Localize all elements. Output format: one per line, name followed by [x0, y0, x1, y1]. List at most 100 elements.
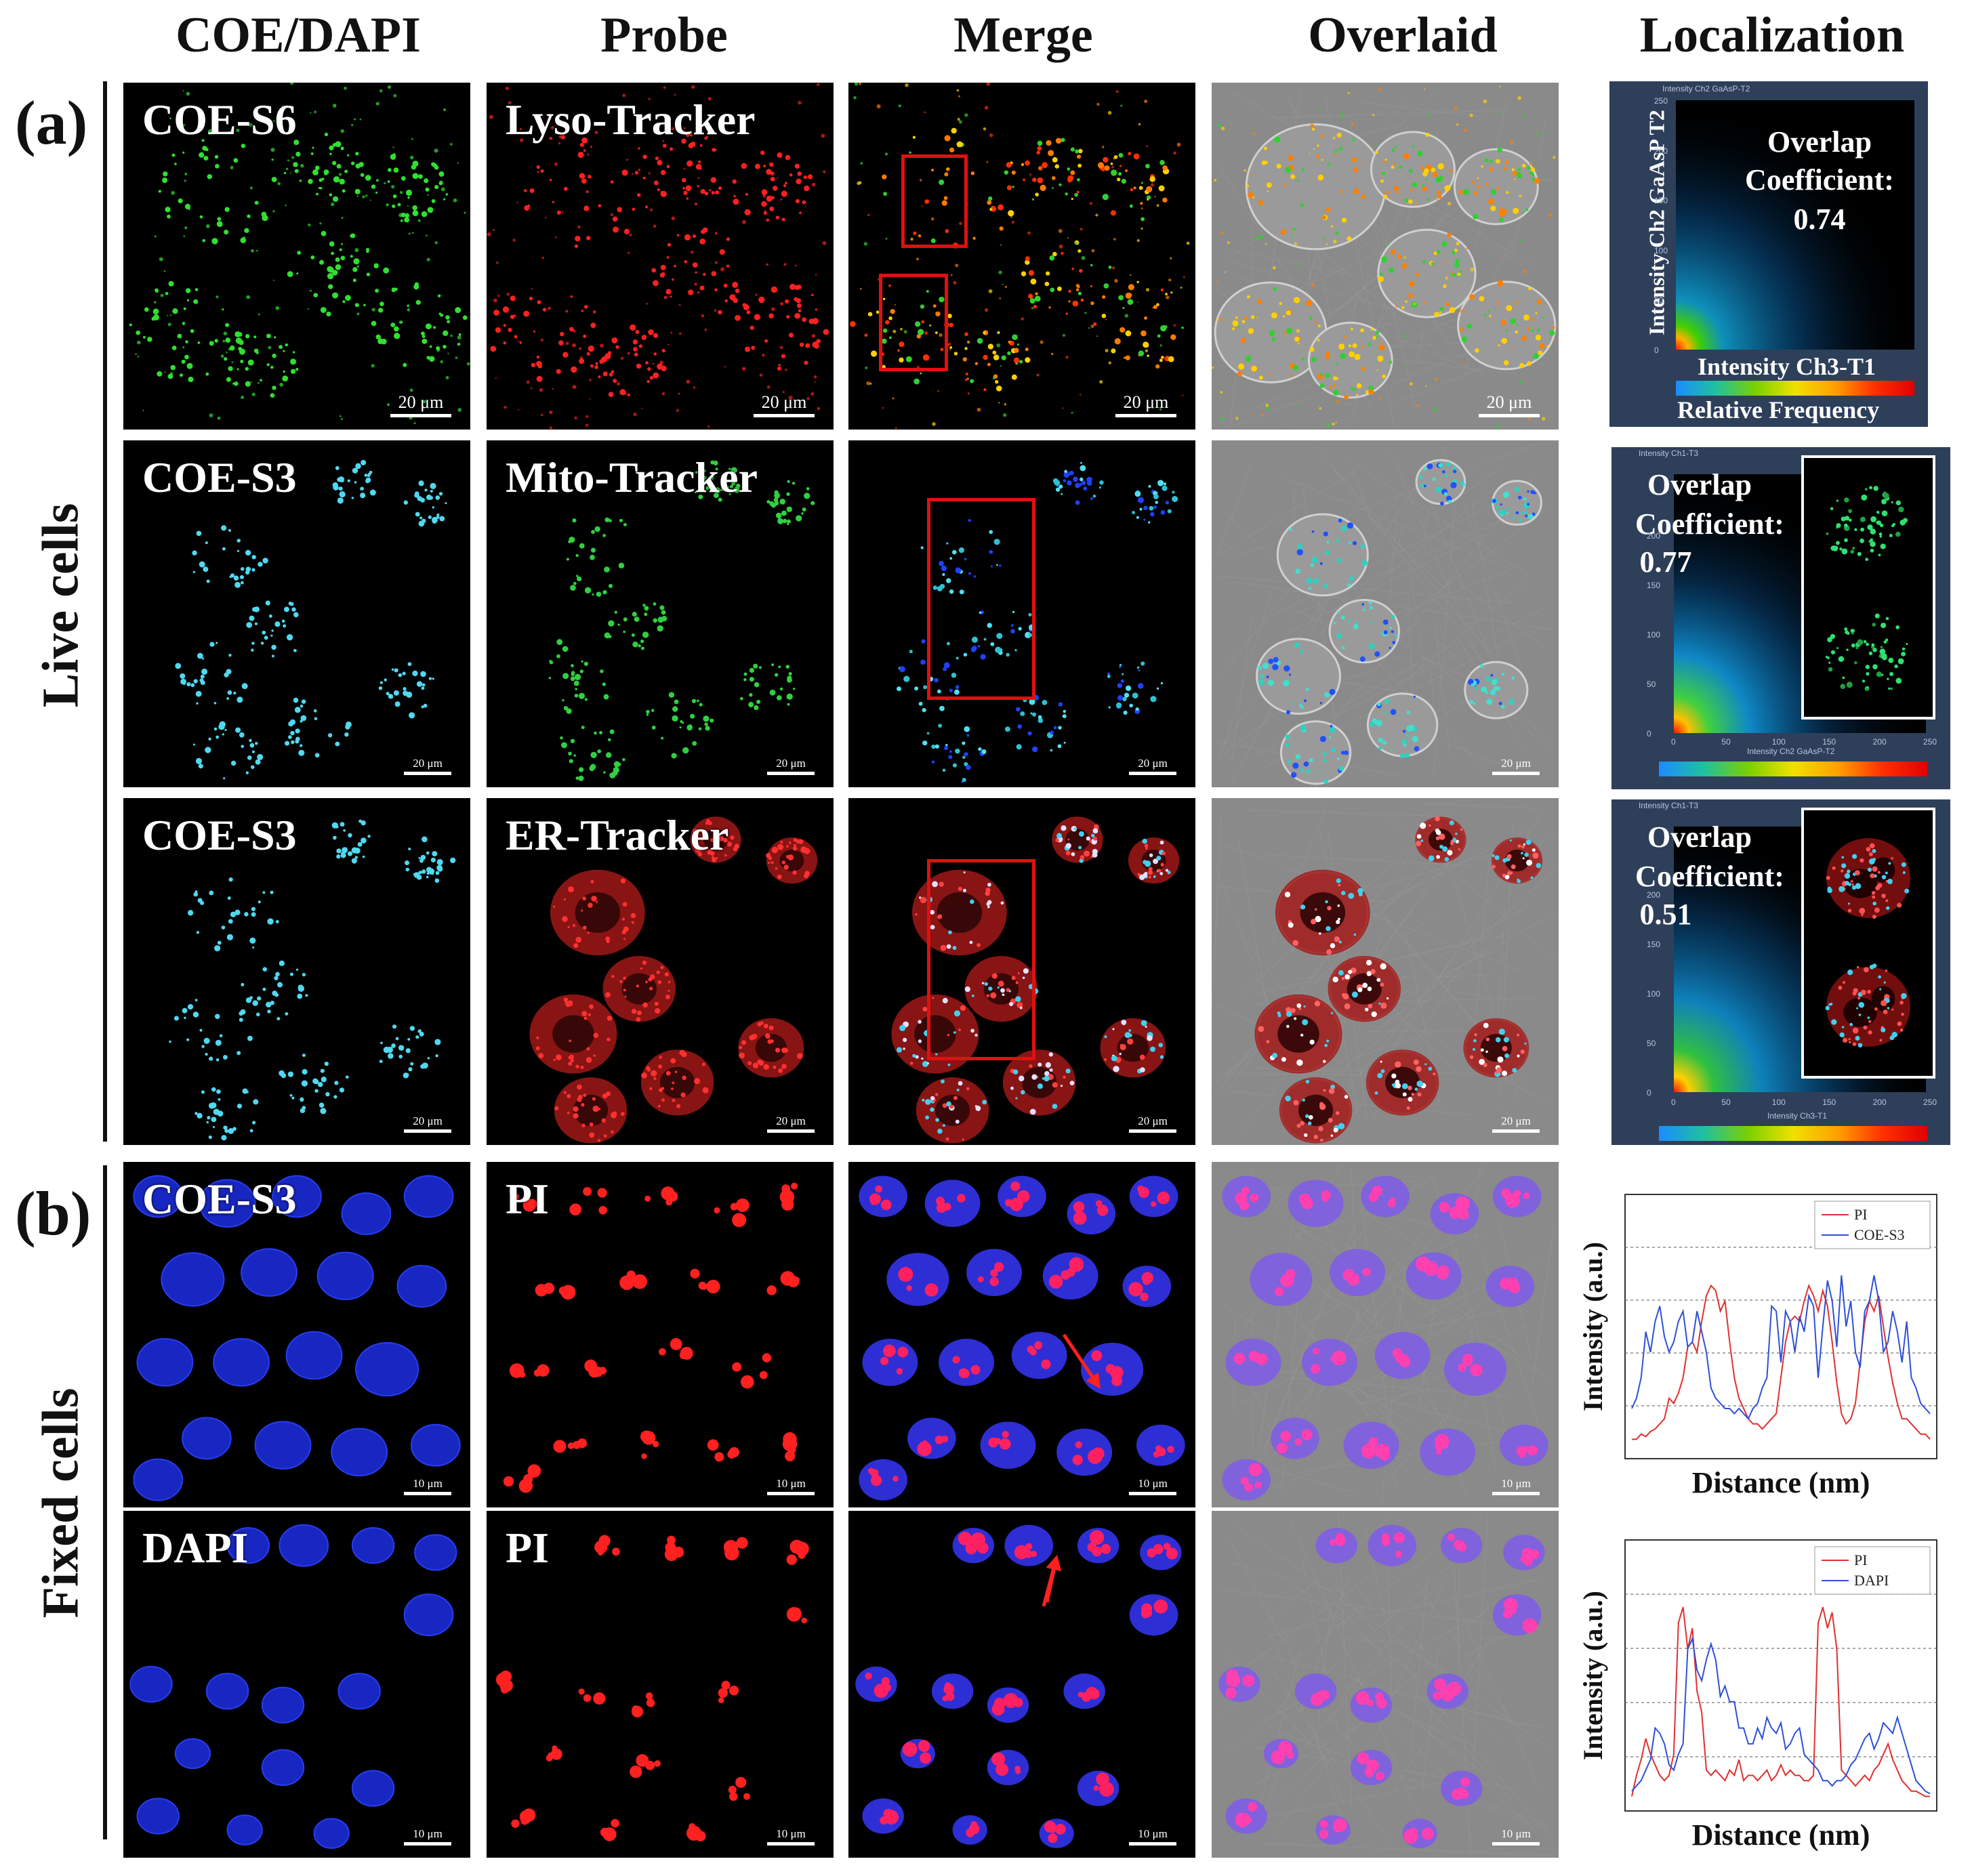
micrograph-panel: 10 μm: [1212, 1511, 1559, 1858]
micrograph-image: [850, 83, 1190, 430]
x-tick-label: 0: [1671, 1098, 1676, 1107]
scale-bar: 20 μm: [1492, 1114, 1540, 1133]
micrograph-panel: COE-S3 10 μm: [123, 1162, 470, 1507]
overlap-label: Coefficient:: [1635, 860, 1784, 893]
panel-label-probe: ER-Tracker: [506, 811, 729, 859]
panel-label-probe: Lyso-Tracker: [506, 96, 756, 144]
micrograph-image: [891, 816, 1180, 1144]
overlap-label: Coefficient:: [1635, 507, 1784, 541]
coloc-top-axis-label: Intensity Ch1-T3: [1639, 801, 1699, 810]
col-header-overlaid: Overlaid: [1308, 7, 1498, 63]
overlap-label: Coefficient:: [1745, 163, 1894, 196]
y-axis-label: Intensity (a.u.): [1578, 1591, 1608, 1760]
overlap-value: 0.74: [1793, 203, 1846, 236]
scale-bar-text: 10 μm: [1501, 1827, 1531, 1840]
panel-label-probe: Mito-Tracker: [506, 453, 758, 501]
x-tick-label: 250: [1923, 1098, 1937, 1107]
micrograph-image: [1212, 1162, 1559, 1507]
x-axis-label: Distance (nm): [1692, 1818, 1870, 1852]
micrograph-image: [175, 459, 447, 780]
coloc-plot-mito: Intensity Ch1-T3 Overlap Coefficient: 0.…: [1611, 447, 1950, 789]
micrograph-panel: ER-Tracker 20 μm: [487, 798, 834, 1145]
micrograph-image: [1212, 798, 1559, 1145]
scale-bar-line: [1492, 1129, 1540, 1133]
scale-bar: 10 μm: [404, 1827, 451, 1846]
scale-bar: 20 μm: [1129, 1114, 1176, 1133]
coloc-scatter-svg: [1676, 100, 1914, 350]
scale-bar-text: 20 μm: [1123, 392, 1169, 412]
scale-bar-line: [754, 414, 815, 417]
scale-bar-line: [1129, 1129, 1176, 1133]
scale-bar-line: [767, 1129, 815, 1133]
region-of-interest-box: [927, 859, 1035, 1060]
micrograph-image: [548, 460, 815, 781]
y-tick-label: 150: [1654, 196, 1668, 206]
micrograph-panel: 20 μm: [848, 798, 1195, 1145]
x-tick-label: 50: [1721, 1098, 1731, 1107]
scale-bar: 20 μm: [390, 392, 451, 417]
relative-frequency-label: Relative Frequency: [1677, 396, 1880, 423]
x-tick-label: 50: [1721, 737, 1731, 747]
scale-bar-text: 10 μm: [1138, 1827, 1168, 1840]
scale-bar-line: [404, 1492, 451, 1495]
scale-bar-text: 20 μm: [1138, 1114, 1168, 1127]
micrograph-panel: COE-S3 20 μm: [123, 798, 470, 1145]
scale-bar: 20 μm: [767, 757, 815, 775]
legend-label: PI: [1854, 1551, 1868, 1568]
x-tick-label: 150: [1822, 737, 1836, 747]
micrograph-panel: COE-S3 20 μm: [123, 440, 470, 787]
micrograph-panel: PI 10 μm: [487, 1511, 834, 1858]
coloc-scatter-area: [1676, 100, 1914, 350]
scale-bar-line: [767, 1842, 815, 1846]
line-profile-plot-1: PI COE-S3 Distance (nm) Intensity (a.u.): [1571, 1182, 1950, 1507]
micrograph-image: [1212, 440, 1559, 787]
micrograph-image: [1212, 1511, 1559, 1858]
micrograph-image: [129, 83, 470, 425]
y-tick-label: 200: [1647, 531, 1661, 541]
y-tick-label: 0: [1647, 729, 1651, 738]
scale-bar-line: [1479, 414, 1540, 417]
y-tick-label: 200: [1654, 146, 1668, 156]
section-b-label: (b): [15, 1179, 91, 1248]
fixed-cells-label: Fixed cells: [32, 1388, 89, 1619]
line-profile-svg: PI COE-S3 Distance (nm) Intensity (a.u.): [1578, 1194, 1937, 1499]
scale-bar-line: [1129, 1492, 1176, 1495]
micrograph-image: [859, 1175, 1185, 1501]
scale-bar-line: [767, 772, 815, 775]
scale-bar-text: 20 μm: [413, 1114, 443, 1127]
micrograph-panel: 10 μm: [848, 1162, 1195, 1507]
micrograph-panel: COE-S6 20 μm: [123, 83, 470, 430]
scale-bar-text: 20 μm: [1501, 757, 1531, 770]
inset-cells: [1825, 486, 1908, 691]
coloc-top-axis-label: Intensity Ch2 GaAsP-T2: [1662, 84, 1750, 93]
section-b-bracket: [103, 1165, 107, 1839]
region-of-interest-box: [927, 498, 1035, 700]
scale-bar-line: [1129, 772, 1176, 775]
micrograph-image: [529, 816, 818, 1144]
scale-bar-text: 20 μm: [413, 757, 443, 770]
micrograph-panel: 20 μm: [1212, 440, 1559, 787]
micrograph-image: [495, 1535, 809, 1841]
y-tick-label: 250: [1654, 96, 1668, 106]
micrograph-image: [487, 83, 829, 430]
legend-label: COE-S3: [1854, 1226, 1905, 1243]
micrograph-image: [133, 1175, 461, 1501]
scale-bar: 10 μm: [1492, 1477, 1540, 1495]
col-header-coe-dapi: COE/DAPI: [176, 7, 421, 63]
panel-label-dye: COE-S6: [142, 96, 297, 144]
scale-bar-text: 10 μm: [776, 1477, 806, 1490]
scale-bar: 20 μm: [1492, 757, 1540, 775]
coloc-plot-er: Intensity Ch1-T3 Overlap Coefficient: 0.…: [1611, 799, 1950, 1145]
region-of-interest-box: [879, 274, 948, 371]
micrograph-panel: 10 μm: [1212, 1162, 1559, 1507]
micrograph-panel: 10 μm: [848, 1511, 1195, 1858]
y-tick-label: 100: [1647, 989, 1661, 999]
overlap-title: Overlap: [1647, 820, 1752, 854]
micrograph-image: [169, 819, 456, 1141]
y-tick-label: 100: [1647, 630, 1661, 640]
scale-bar: 10 μm: [1492, 1827, 1540, 1846]
panel-label-dye: COE-S3: [142, 811, 297, 859]
overlap-value: 0.77: [1639, 545, 1692, 579]
col-header-localization: Localization: [1639, 7, 1905, 63]
scale-bar-text: 20 μm: [776, 757, 806, 770]
